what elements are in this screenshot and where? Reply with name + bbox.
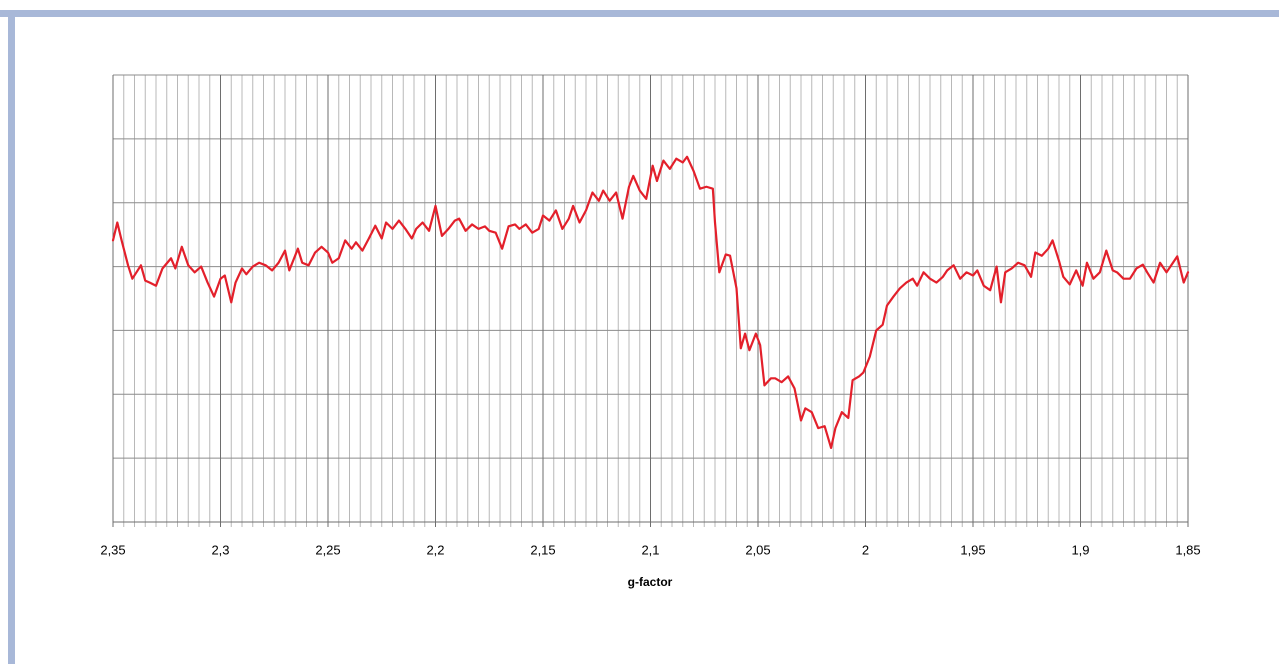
x-axis-label: g-factor xyxy=(628,575,673,589)
frame-left xyxy=(8,10,15,664)
x-tick-label: 2,35 xyxy=(100,542,125,557)
x-tick-label: 1,95 xyxy=(960,542,985,557)
frame-top xyxy=(0,10,1279,17)
x-tick-label: 1,85 xyxy=(1175,542,1200,557)
x-tick-label: 2,05 xyxy=(745,542,770,557)
x-tick-label: 2,3 xyxy=(211,542,229,557)
x-tick-label: 2,25 xyxy=(315,542,340,557)
x-tick-label: 2,15 xyxy=(530,542,555,557)
x-tick-label: 2,1 xyxy=(641,542,659,557)
x-tick-label: 2 xyxy=(862,542,869,557)
data-line xyxy=(111,155,1190,450)
x-tick-label: 2,2 xyxy=(426,542,444,557)
x-tick-label: 1,9 xyxy=(1071,542,1089,557)
